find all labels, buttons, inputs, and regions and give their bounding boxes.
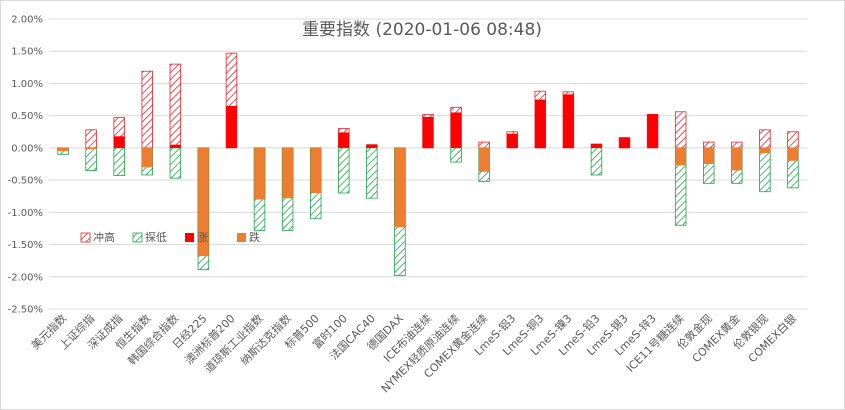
bar-low	[450, 147, 462, 163]
bar-low	[169, 147, 182, 179]
bar-up	[619, 137, 630, 148]
legend-label-down: 跌	[249, 230, 260, 244]
bar-high	[169, 63, 182, 149]
legend-label-high: 冲高	[93, 230, 115, 244]
y-tick-label: 0.50%	[11, 111, 43, 122]
bar-series	[57, 52, 799, 276]
legend-label-up: 涨	[197, 231, 208, 244]
bar-high	[703, 141, 715, 149]
bar-down	[394, 147, 406, 228]
bar-up	[338, 132, 350, 148]
bar-low	[759, 147, 771, 193]
y-tick-label: 1.00%	[11, 79, 43, 90]
bar-up	[450, 112, 462, 148]
bar-up	[534, 99, 546, 148]
bar-high	[141, 70, 153, 149]
bar-down	[282, 147, 293, 199]
bar-high	[759, 129, 771, 149]
legend: 冲高 探低 涨 跌	[80, 230, 260, 244]
bar-high	[478, 141, 490, 149]
bar-down	[787, 147, 799, 161]
bar-up	[563, 94, 574, 148]
bar-up	[422, 116, 434, 148]
y-tick-label: 2.00%	[11, 15, 43, 26]
y-tick-label: -2.00%	[8, 272, 43, 283]
chart-title: 重要指数 (2020-01-06 08:48)	[302, 20, 542, 40]
bar-low	[85, 147, 97, 171]
bar-low	[338, 147, 350, 194]
bar-down	[141, 147, 153, 168]
legend-swatch-up	[185, 233, 194, 242]
legend-swatch-high	[80, 232, 91, 243]
bar-down	[478, 147, 490, 172]
y-axis-tick-labels: -2.50% -2.00% -1.50% -1.00% -0.50% 0.00% 0.50%…	[8, 15, 43, 316]
bar-down	[675, 147, 687, 166]
grid-lines	[49, 18, 807, 310]
y-tick-label: -1.50%	[8, 240, 43, 251]
bar-high	[731, 141, 743, 149]
legend-label-low: 探低	[145, 231, 167, 244]
legend-swatch-low	[132, 232, 143, 243]
y-tick-label: -0.50%	[8, 176, 43, 187]
bar-down	[703, 147, 715, 164]
bar-up	[226, 106, 237, 148]
x-axis-tick-labels: 美元指数上证综指深证成指恒生指数韩国综合指数日经225澳洲标普200道琼斯工业指…	[28, 311, 799, 395]
bar-down	[57, 147, 69, 152]
legend-swatch-down	[237, 233, 246, 242]
bar-up	[506, 133, 518, 148]
bar-down	[198, 147, 209, 257]
bar-up	[591, 144, 602, 148]
y-tick-label: 0.00%	[11, 143, 43, 154]
bar-low	[590, 147, 603, 176]
bar-up	[169, 144, 181, 148]
y-tick-label: 1.50%	[11, 47, 43, 58]
y-tick-label: -1.00%	[8, 208, 43, 219]
y-tick-label: -2.50%	[8, 305, 43, 316]
bar-down	[731, 147, 743, 171]
bar-down	[310, 147, 322, 193]
bar-low	[113, 147, 125, 176]
bar-up	[113, 136, 125, 148]
bar-high	[674, 111, 687, 149]
bar-high	[85, 129, 97, 149]
bar-up	[366, 144, 378, 148]
bar-down	[254, 147, 265, 200]
bar-down	[85, 147, 97, 150]
bar-down	[759, 147, 771, 154]
bar-up	[647, 114, 658, 148]
bar-high	[787, 131, 799, 149]
bar-low	[366, 147, 378, 199]
